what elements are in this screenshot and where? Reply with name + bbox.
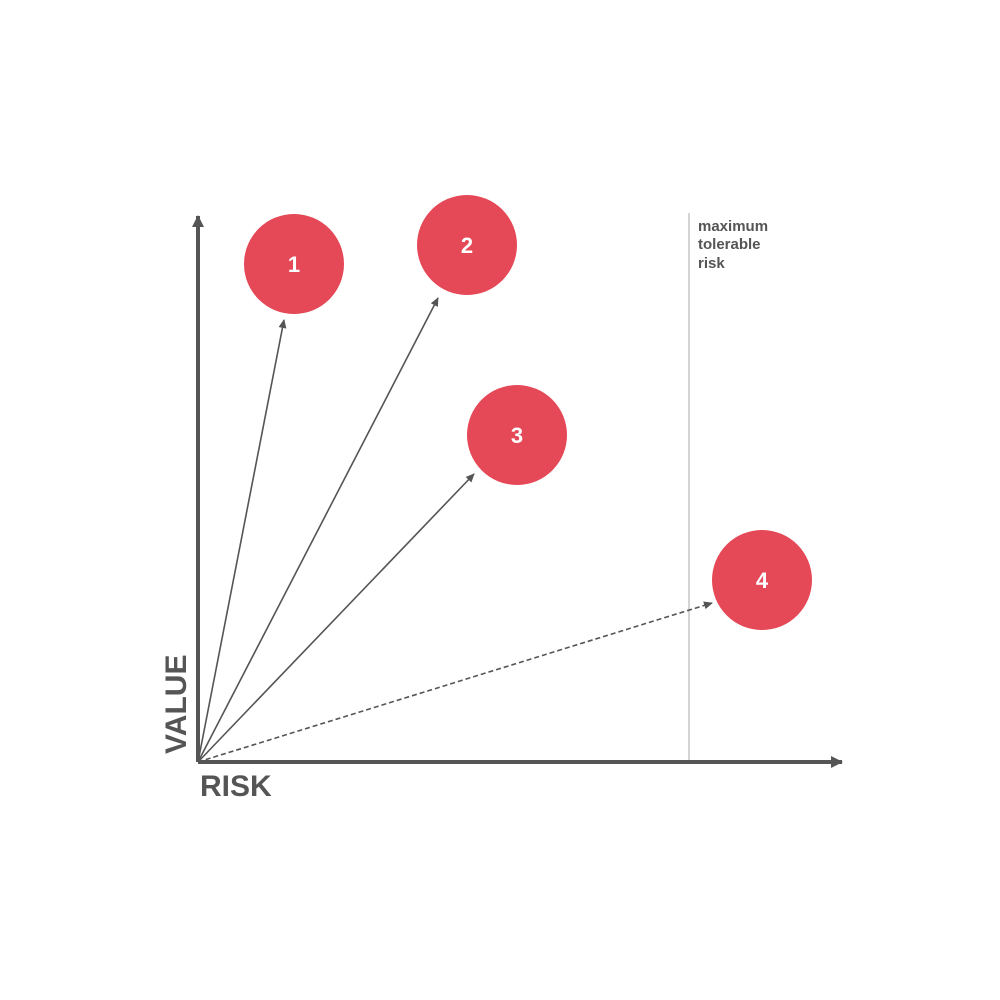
arrow-1 <box>197 319 287 763</box>
item-circle-1 <box>244 214 344 314</box>
y-axis-label: VALUE <box>160 655 193 754</box>
arrow-2 <box>197 297 439 763</box>
item-label: 2 <box>461 233 473 258</box>
item-circle-3 <box>467 385 567 485</box>
arrow-4 <box>197 601 713 763</box>
arrow-3 <box>197 473 475 763</box>
x-axis-label: RISK <box>200 770 272 803</box>
threshold-label: maximum tolerable risk <box>698 218 772 272</box>
item-label: 3 <box>511 423 523 448</box>
item-label: 1 <box>288 252 300 277</box>
item-circle-4 <box>712 530 812 630</box>
item-circle-2 <box>417 195 517 295</box>
item-label: 4 <box>756 568 769 593</box>
